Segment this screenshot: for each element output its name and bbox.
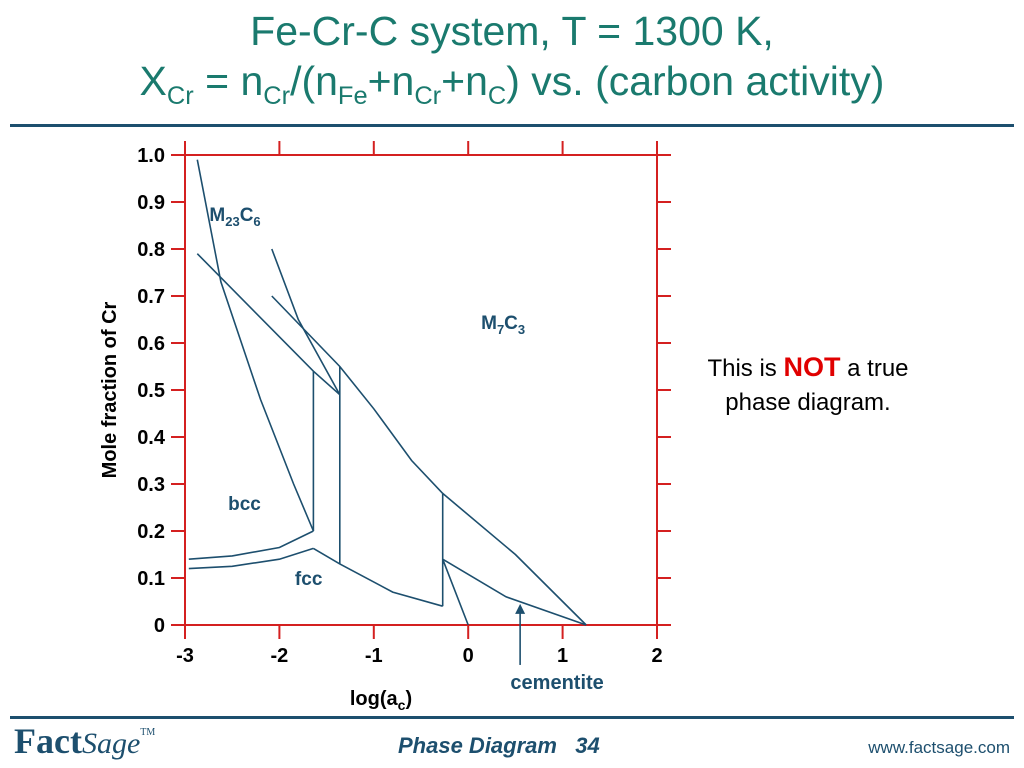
y-tick-label: 0.9 [137, 192, 165, 214]
x-axis-label: log(ac) [350, 688, 412, 713]
boundary-curve-b2 [188, 530, 314, 560]
x-axis-label-main: log(a [350, 688, 399, 710]
region-label-mid: C [240, 205, 254, 226]
title-tail: ) vs. (carbon activity) [506, 58, 885, 104]
title-line-2: XCr = nCr/(nFe+nCr+nC) vs. (carbon activ… [0, 56, 1024, 109]
title-plus: +n [441, 58, 488, 104]
region-label: bcc [228, 494, 261, 515]
region-label: M23C6 [209, 205, 260, 229]
region-label-sub: 7 [497, 322, 504, 337]
disclaimer-note: This is NOT a true phase diagram. [670, 350, 946, 420]
y-tick-label: 0.8 [137, 239, 165, 261]
y-tick-label: 1.0 [137, 145, 165, 167]
note-prefix: This is [707, 355, 784, 382]
boundary-curve-b12 [442, 558, 587, 626]
note-line2: phase diagram. [725, 389, 891, 416]
title-divider [10, 124, 1014, 127]
title-sub-c: C [487, 81, 507, 110]
footer-url[interactable]: www.factsage.com [868, 738, 1010, 757]
title-paren: /(n [290, 58, 338, 104]
x-tick-label: 0 [463, 645, 474, 667]
region-label-main: M [481, 313, 497, 334]
y-tick-label: 0.3 [137, 474, 165, 496]
footer-divider [10, 716, 1014, 719]
y-tick-label: 0.4 [137, 427, 166, 449]
x-tick-label: -2 [271, 645, 289, 667]
x-tick-label: 2 [651, 645, 662, 667]
region-label: M7C3 [481, 313, 525, 337]
logo-sage: Sage [81, 727, 141, 760]
region-label-sub: 23 [225, 214, 239, 229]
title-sub-fe: Fe [337, 81, 368, 110]
title-sub-cr: Cr [414, 81, 442, 110]
title-eq: = n [193, 58, 264, 104]
y-tick-label: 0.2 [137, 521, 165, 543]
boundary-curve-b11 [442, 492, 587, 626]
title-line-1: Fe-Cr-C system, T = 1300 K, [250, 8, 774, 54]
x-tick-label: 1 [557, 645, 568, 667]
title-plus: +n [367, 58, 415, 104]
logo-fact: Fact [14, 721, 82, 761]
x-tick-label: -1 [365, 645, 383, 667]
y-tick-label: 0.7 [137, 286, 165, 308]
factsage-logo: FactSageTM [14, 720, 155, 762]
region-label-mid: C [504, 313, 518, 334]
boundary-curve-b7 [271, 295, 444, 494]
logo-tm: TM [140, 727, 156, 738]
note-emphasis: NOT [783, 352, 841, 382]
cementite-label: cementite [510, 672, 603, 694]
title-sub-cr: Cr [263, 81, 291, 110]
title-sub-cr: Cr [166, 81, 194, 110]
y-tick-label: 0.6 [137, 333, 165, 355]
boundary-curve-b9 [312, 547, 443, 607]
region-label-sub: 3 [518, 322, 525, 337]
cementite-arrow-head [515, 603, 526, 614]
x-tick-label: -3 [176, 645, 194, 667]
region-label-main: bcc [228, 494, 261, 515]
boundary-curve-b6 [271, 248, 341, 396]
slide-title: Fe-Cr-C system, T = 1300 K, XCr = nCr/(n… [0, 6, 1024, 109]
region-label: fcc [295, 569, 323, 590]
footer-title: Phase Diagram 34 [398, 733, 600, 758]
title-x: X [139, 58, 167, 104]
note-suffix: a true [840, 355, 909, 382]
boundary-curve-b13 [441, 558, 469, 626]
y-tick-label: 0 [154, 615, 165, 637]
boundary-curve-b3 [188, 547, 314, 570]
x-axis-label-close: ) [405, 688, 412, 710]
y-axis-label: Mole fraction of Cr [99, 301, 121, 478]
region-label-sub: 6 [253, 214, 260, 229]
y-tick-label: 0.1 [137, 568, 165, 590]
y-tick-label: 0.5 [137, 380, 165, 402]
region-label-main: fcc [295, 569, 323, 590]
region-label-main: M [209, 205, 225, 226]
x-axis-label-sub: c [398, 697, 406, 713]
boundary-curve-b5 [196, 253, 341, 396]
boundary-curve-b1 [196, 159, 315, 532]
